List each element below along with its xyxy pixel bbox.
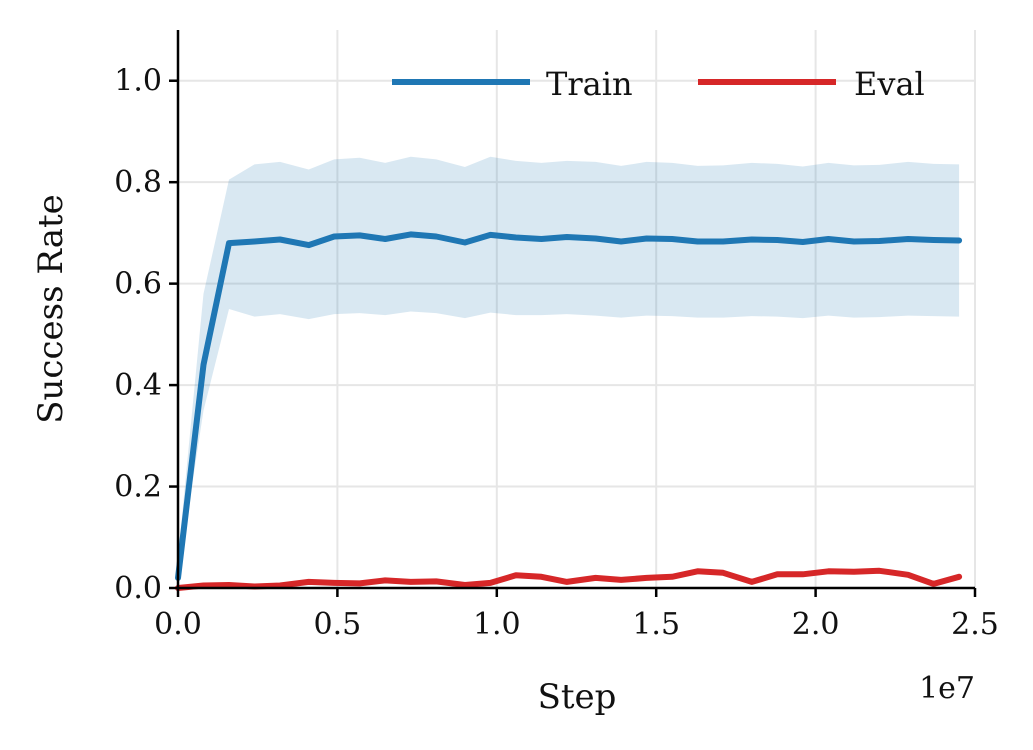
legend-train-label: Train [546, 65, 633, 103]
legend: Train Eval [392, 65, 925, 103]
x-tick-label-3: 1.5 [632, 607, 680, 642]
x-ticks: 0.0 0.5 1.0 1.5 2.0 2.5 [154, 588, 999, 642]
train-confidence-band [178, 156, 960, 578]
series-line-eval [175, 567, 963, 591]
series-lines [175, 231, 963, 591]
y-axis-title: Success Rate [31, 194, 71, 424]
y-tick-label-1: 0.2 [114, 470, 162, 505]
x-tick-label-4: 2.0 [792, 607, 840, 642]
y-tick-label-2: 0.4 [114, 368, 162, 403]
y-tick-label-0: 0.0 [114, 571, 162, 606]
legend-eval-label: Eval [854, 65, 925, 103]
x-offset-label: 1e7 [919, 671, 975, 706]
x-axis-title: Step [538, 677, 617, 717]
y-ticks: 0.0 0.2 0.4 0.6 0.8 1.0 [114, 64, 178, 606]
x-tick-label-5: 2.5 [951, 607, 999, 642]
y-tick-label-3: 0.6 [114, 267, 162, 302]
axes [176, 30, 975, 590]
y-tick-label-5: 1.0 [114, 64, 162, 99]
train-band-area [178, 156, 960, 578]
x-tick-label-2: 1.0 [473, 607, 521, 642]
x-tick-label-1: 0.5 [314, 607, 362, 642]
y-tick-label-4: 0.8 [114, 165, 162, 200]
x-tick-label-0: 0.0 [154, 607, 202, 642]
series-line-train [175, 231, 963, 581]
